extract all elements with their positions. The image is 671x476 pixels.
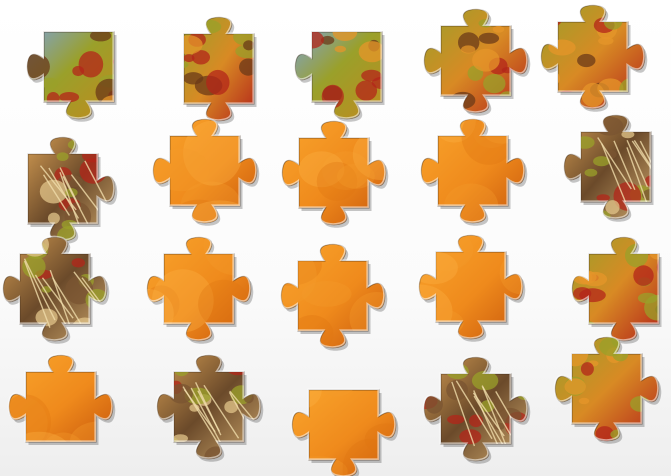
puzzle-piece-graphic xyxy=(25,30,117,122)
puzzle-piece-graphic xyxy=(417,233,526,342)
puzzle-piece-graphic xyxy=(145,235,254,344)
puzzle-piece-graphic xyxy=(155,353,264,462)
puzzle-piece[interactable] xyxy=(570,235,671,344)
puzzle-piece[interactable] xyxy=(280,119,389,228)
puzzle-piece[interactable] xyxy=(417,233,526,342)
puzzle-piece-graphic xyxy=(279,242,388,351)
puzzle-piece-graphic xyxy=(7,353,116,445)
puzzle-piece-graphic xyxy=(570,235,662,344)
puzzle-piece-graphic xyxy=(1,235,110,344)
puzzle-piece-graphic xyxy=(419,117,528,226)
puzzle-piece-graphic xyxy=(562,113,654,222)
puzzle-piece-graphic xyxy=(280,119,389,228)
puzzle-piece[interactable] xyxy=(279,242,388,351)
puzzle-piece[interactable] xyxy=(290,374,399,476)
puzzle-piece[interactable] xyxy=(422,7,531,116)
puzzle-piece-graphic xyxy=(151,117,260,226)
puzzle-piece[interactable] xyxy=(25,16,130,122)
puzzle-piece[interactable] xyxy=(419,117,528,226)
puzzle-piece[interactable] xyxy=(12,135,118,244)
puzzle-piece[interactable] xyxy=(553,335,662,444)
puzzle-piece[interactable] xyxy=(145,235,254,344)
puzzle-piece-graphic xyxy=(26,135,118,244)
puzzle-piece-graphic xyxy=(290,388,399,476)
puzzle-piece-graphic xyxy=(553,335,662,444)
puzzle-piece-graphic xyxy=(422,355,531,464)
puzzle-piece-graphic xyxy=(539,3,648,112)
puzzle-piece[interactable] xyxy=(155,353,264,462)
puzzle-piece[interactable] xyxy=(422,355,531,464)
puzzle-piece-graphic xyxy=(182,15,257,124)
puzzle-piece[interactable] xyxy=(168,15,270,124)
puzzle-piece[interactable] xyxy=(151,117,260,226)
puzzle-piece[interactable] xyxy=(539,3,648,112)
puzzle-piece[interactable] xyxy=(562,113,667,222)
puzzle-piece[interactable] xyxy=(1,235,110,344)
puzzle-piece[interactable] xyxy=(7,353,116,458)
puzzle-piece-graphic xyxy=(293,30,385,122)
puzzle-piece[interactable] xyxy=(293,16,398,122)
puzzle-piece-graphic xyxy=(422,7,531,116)
